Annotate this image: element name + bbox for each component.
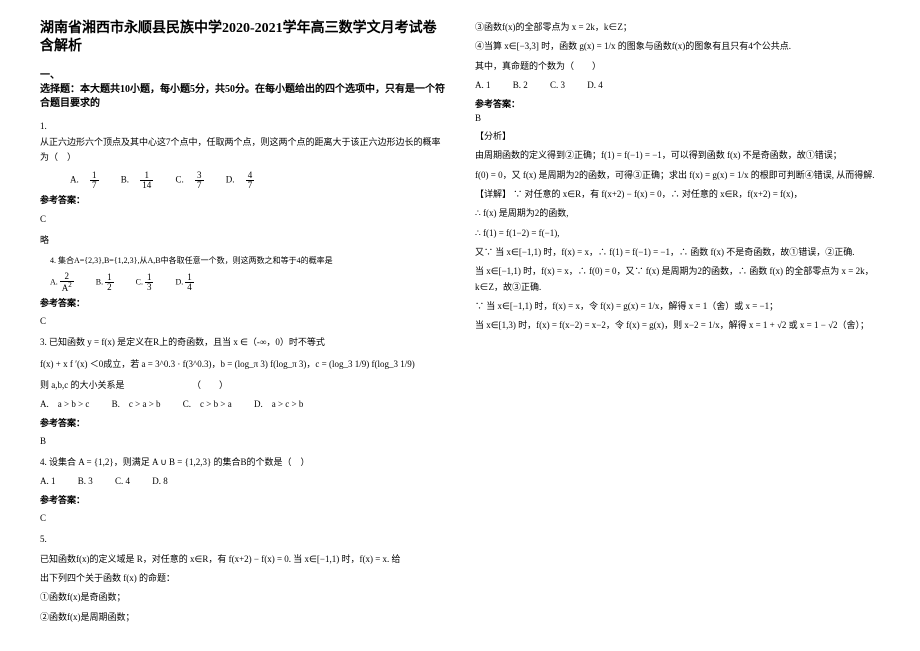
doc-title: 湖南省湘西市永顺县民族中学2020-2021学年高三数学文月考试卷含解析 (40, 20, 445, 56)
q2-optB: B. (96, 277, 103, 286)
col2-line2: 出下列四个关于函数 f(x) 的命题： (40, 571, 445, 586)
col2-optB: B. 2 (513, 78, 528, 93)
q3-optC: C. c > b > a (183, 397, 232, 412)
col2-ans: B (475, 113, 880, 123)
q1-text: 从正六边形六个顶点及其中心这7个点中，任取两个点，则这两个点的距离大于该正六边形… (40, 135, 445, 166)
detail-label-text: 【详解】 (475, 189, 511, 199)
col2-qline: 其中，真命题的个数为（ ） (475, 59, 880, 74)
section-label: 一、 (40, 66, 445, 81)
col2-item2: ②函数f(x)是周期函数； (40, 610, 445, 625)
col2-d4: 又∵ 当 x∈[−1,1) 时，f(x) = x，∴ f(1) = f(−1) … (475, 245, 880, 260)
col2-item4: ④当算 x∈[−3,3] 时，函数 g(x) = 1/x 的图象与函数f(x)的… (475, 39, 880, 54)
col2-d7: 当 x∈[1,3) 时，f(x) = f(x−2) = x−2，令 f(x) =… (475, 318, 880, 333)
col2-a2: f(0) = 0，又 f(x) 是周期为2的函数，可得③正确；求出 f(x) =… (475, 168, 880, 183)
q3-text1: 已知函数 y = f(x) 是定义在R上的奇函数，且当 x ∈（-∞，0）时不等… (49, 337, 325, 347)
q1-fracA-d: 7 (90, 181, 99, 190)
col2-d6: ∵ 当 x∈[−1,1) 时，f(x) = x，令 f(x) = g(x) = … (475, 299, 880, 314)
col2-a1: 由周期函数的定义得到②正确；f(1) = f(−1) = −1，可以得到函数 f… (475, 148, 880, 163)
question-2: 4. 集合A={2,3},B={1,2,3},从A,B中各取任意一个数，则这两数… (40, 254, 445, 329)
col2-options: A. 1 B. 2 C. 3 D. 4 (475, 78, 880, 93)
q1-fracD-d: 7 (246, 181, 255, 190)
q1-optD-label: D. (226, 175, 244, 185)
q4-options: A. 1 B. 3 C. 4 D. 8 (40, 474, 445, 489)
q4-num: 4. (40, 457, 47, 467)
detail-label: 【详解】 ∵ 对任意的 x∈R，有 f(x+2) − f(x) = 0，∴ 对任… (475, 187, 880, 202)
question-3: 3. 已知函数 y = f(x) 是定义在R上的奇函数，且当 x ∈（-∞，0）… (40, 335, 445, 449)
col2-item1: ①函数f(x)是奇函数； (40, 590, 445, 605)
col2-d5: 当 x∈[−1,1) 时，f(x) = x，∴ f(0) = 0，又∵ f(x)… (475, 264, 880, 295)
q3-ans-label: 参考答案： (40, 416, 445, 431)
q3-ans: B (40, 434, 445, 449)
q3-text2: f(x) + x f ′(x) ＜0成立，若 a = 3^0.3 · f(3^0… (40, 357, 445, 372)
q2-optA: A. (50, 277, 58, 286)
q1-note: 略 (40, 233, 445, 248)
q3-optB: B. c > a > b (112, 397, 161, 412)
q2-optD: D. (175, 277, 183, 286)
q2-text: 4. 集合A={2,3},B={1,2,3},从A,B中各取任意一个数，则这两数… (50, 254, 445, 268)
q3-options: A. a > b > c B. c > a > b C. c > b > a D… (40, 397, 445, 412)
q3-text3: 则 a,b,c 的大小关系是 （ ） (40, 378, 445, 393)
col2-d3: ∴ f(1) = f(1−2) = f(−1), (475, 226, 880, 241)
section-instruction: 选择题：本大题共10小题，每小题5分，共50分。在每小题给出的四个选项中，只有是… (40, 83, 445, 111)
q2-options: A. 2A2 B. 12 C. 13 D. 14 (50, 272, 445, 293)
q2-ans: C (40, 314, 445, 329)
q1-ans: C (40, 212, 445, 227)
q1-optA-label: A. (70, 175, 88, 185)
col2-item3: ③函数f(x)的全部零点为 x = 2k，k∈Z； (475, 20, 880, 35)
q2-ans-label: 参考答案： (40, 296, 445, 311)
q4-optC: C. 4 (115, 474, 130, 489)
col2-line1: 已知函数f(x)的定义域是 R，对任意的 x∈R，有 f(x+2) − f(x)… (40, 552, 445, 567)
q4-optD: D. 8 (152, 474, 168, 489)
col2-d2: ∴ f(x) 是周期为2的函数, (475, 206, 880, 221)
q1-ans-label: 参考答案： (40, 193, 445, 208)
q1-optB-label: B. (121, 175, 138, 185)
q1-num: 1. (40, 119, 445, 134)
analysis-label: 【分析】 (475, 129, 880, 144)
q1-optC-label: C. (176, 175, 193, 185)
q4-text: 设集合 A = {1,2}，则满足 A ∪ B = {1,2,3} 的集合B的个… (49, 457, 310, 467)
q4-ans: C (40, 511, 445, 526)
q1-fracC-d: 7 (195, 181, 204, 190)
q3-optA: A. a > b > c (40, 397, 89, 412)
col2-ans-label: 参考答案： (475, 97, 880, 110)
q3-optD: D. a > c > b (254, 397, 303, 412)
col2-optD: D. 4 (587, 78, 603, 93)
col2-optC: C. 3 (550, 78, 565, 93)
q1-fracB-d: 14 (140, 181, 153, 190)
q4-ans-label: 参考答案： (40, 493, 445, 508)
q4-optA: A. 1 (40, 474, 56, 489)
col2-d1: ∵ 对任意的 x∈R，有 f(x+2) − f(x) = 0，∴ 对任意的 x∈… (513, 189, 802, 199)
question-1: 1. 从正六边形六个顶点及其中心这7个点中，任取两个点，则这两个点的距离大于该正… (40, 119, 445, 248)
q5-num: 5. (40, 532, 445, 547)
q3-num: 3. (40, 337, 47, 347)
q1-options: A. 17 B. 114 C. 37 D. 47 (70, 171, 445, 190)
question-4: 4. 设集合 A = {1,2}，则满足 A ∪ B = {1,2,3} 的集合… (40, 455, 445, 526)
q4-optB: B. 3 (78, 474, 93, 489)
col2-optA: A. 1 (475, 78, 491, 93)
q2-optC: C. (136, 277, 143, 286)
